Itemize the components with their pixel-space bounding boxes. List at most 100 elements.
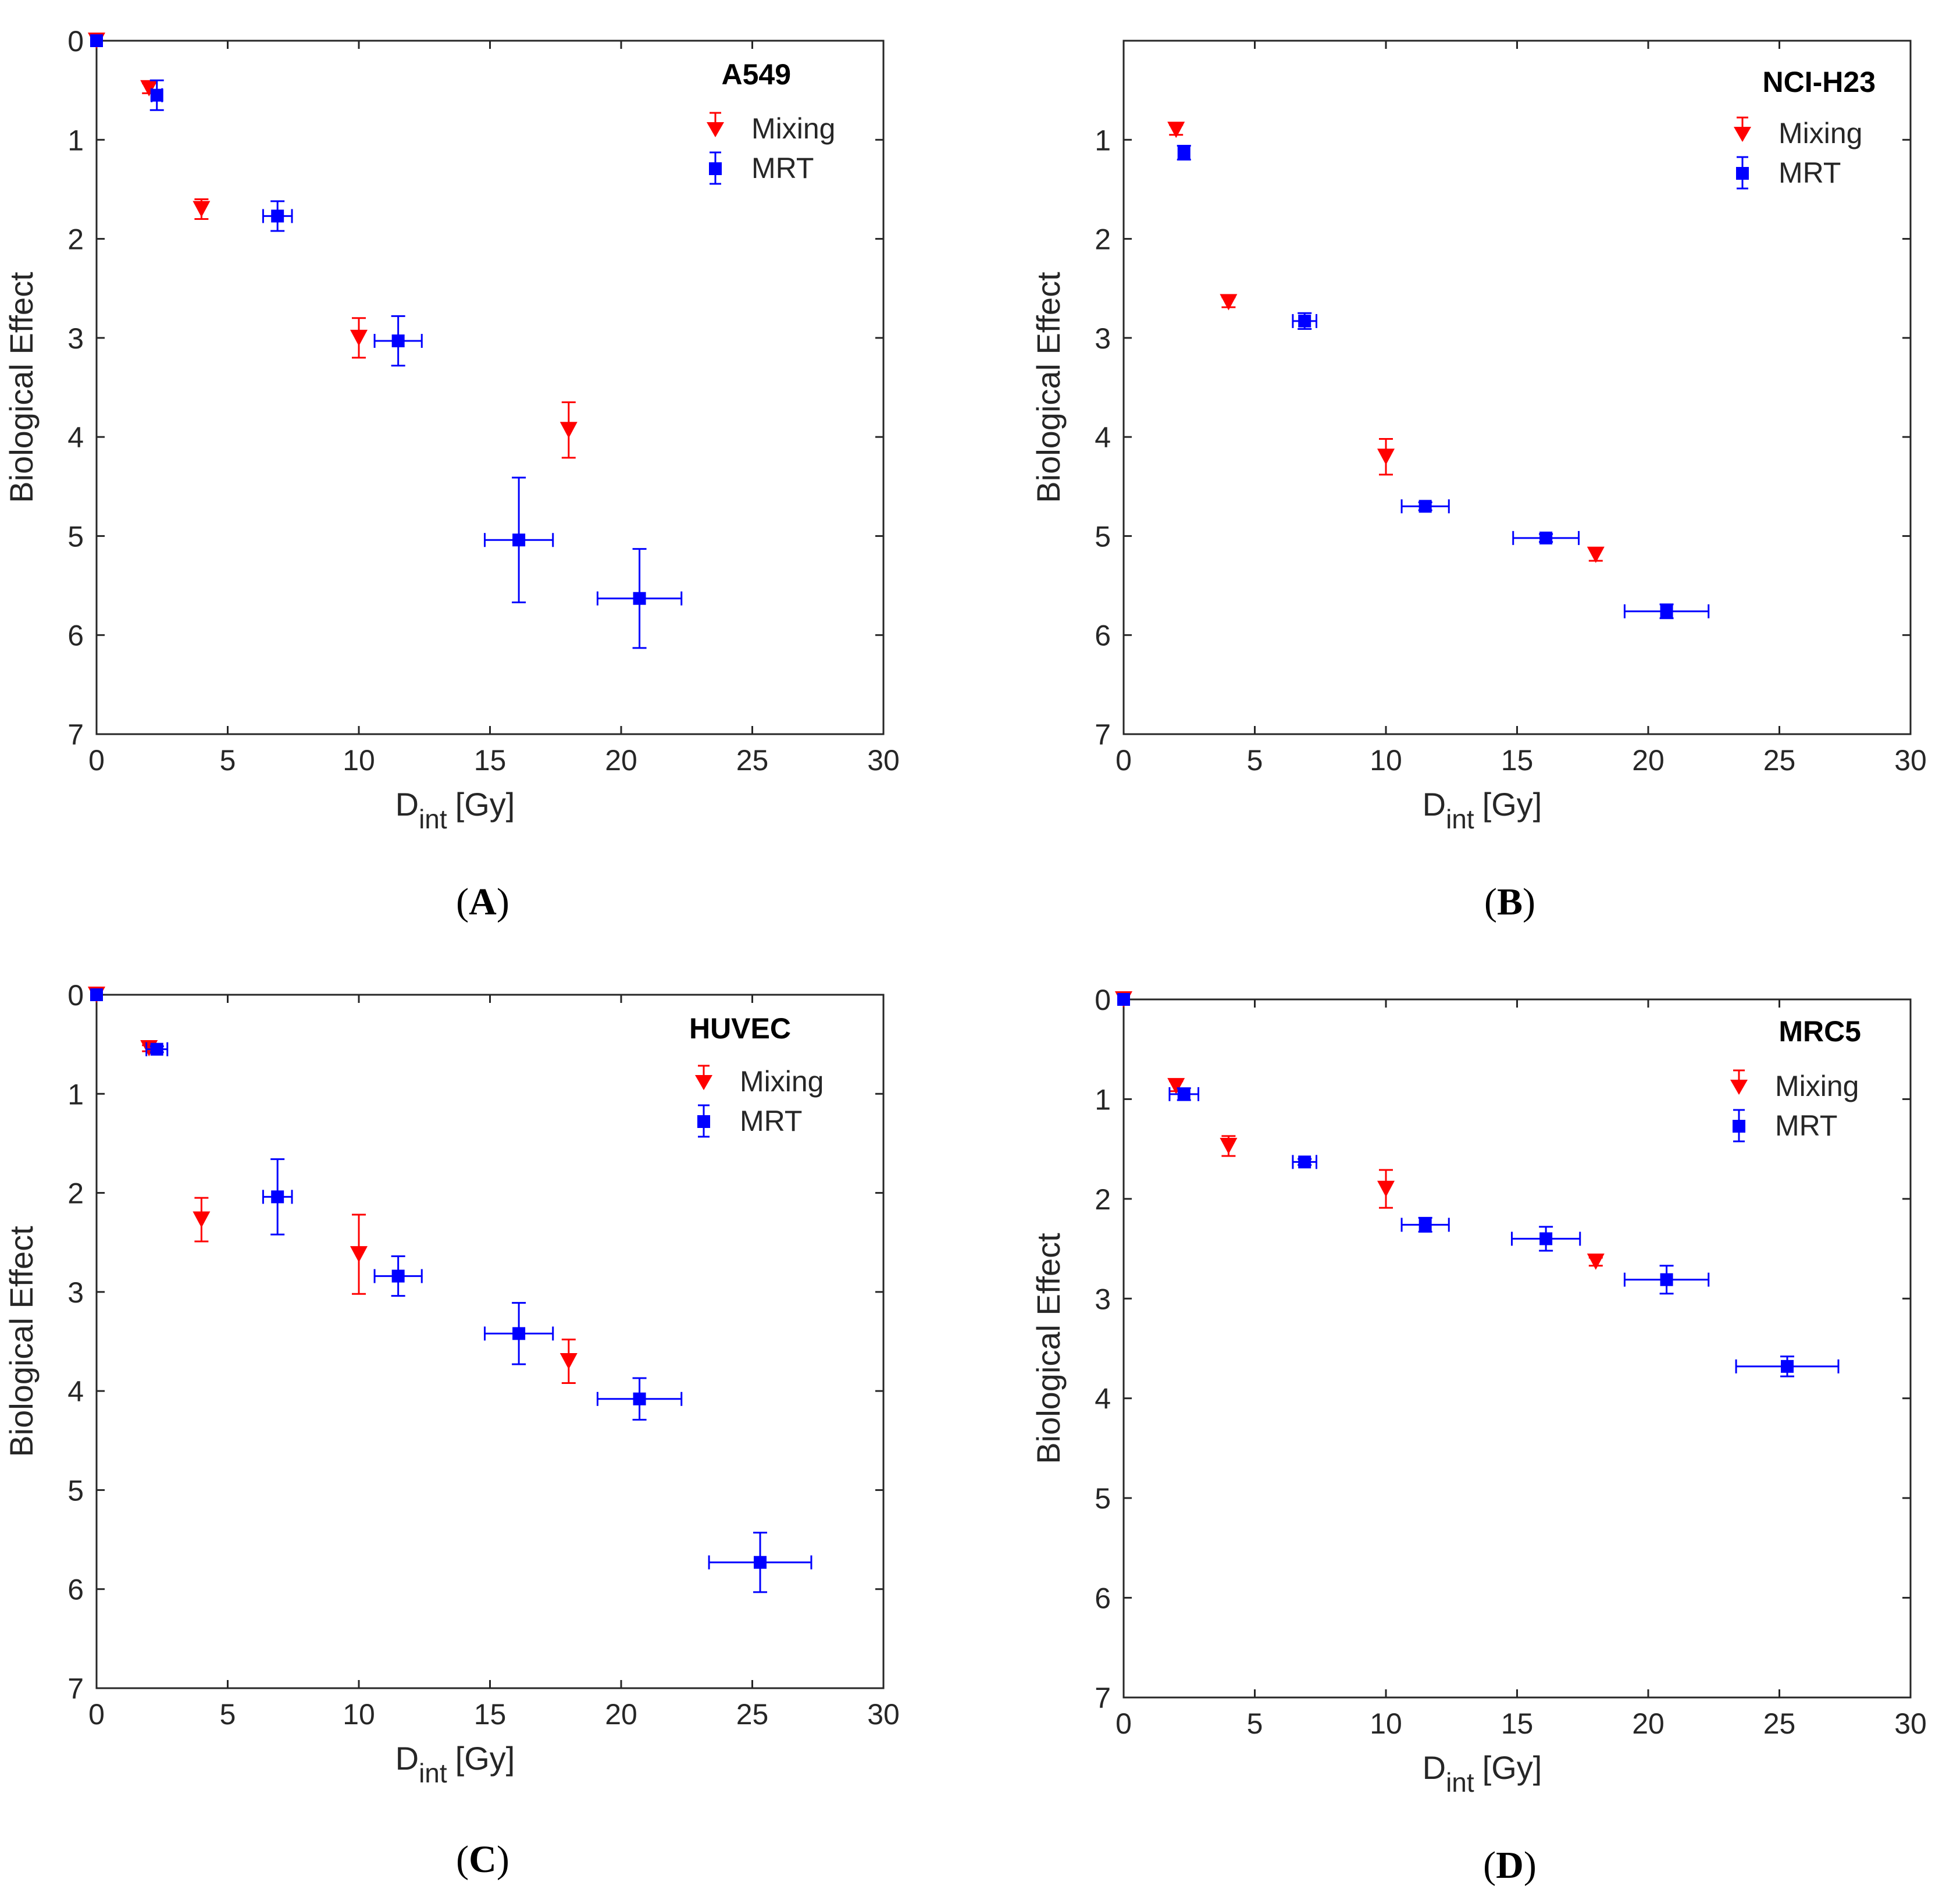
x-tick-label: 20 — [605, 1698, 637, 1731]
legend-mrt-marker — [1736, 167, 1749, 180]
legend-mixing-label: Mixing — [1779, 117, 1862, 150]
x-tick-label: 25 — [1763, 744, 1796, 777]
data-point-mrt — [1539, 531, 1553, 544]
caption-paren-open: ( — [456, 1838, 469, 1881]
data-point-mixing — [1377, 1180, 1395, 1197]
y-tick-label: 3 — [67, 1276, 84, 1309]
x-tick-label: 30 — [1894, 744, 1927, 777]
y-tick-label: 4 — [1095, 421, 1111, 454]
panel-title: A549 — [721, 58, 791, 91]
data-point-mrt — [90, 988, 103, 1001]
data-point-mixing — [350, 329, 368, 346]
x-tick-label: 0 — [88, 744, 105, 777]
y-tick-label: 2 — [1095, 223, 1111, 256]
caption-paren-open: ( — [456, 881, 469, 923]
legend-mrt-marker — [1733, 1120, 1745, 1133]
legend-mixing-marker — [707, 122, 724, 137]
legend-mrt-marker — [697, 1115, 710, 1128]
caption-letter: D — [1496, 1844, 1524, 1887]
data-point-mrt — [1660, 1273, 1673, 1286]
panel-title: MRC5 — [1779, 1015, 1861, 1048]
x-tick-label: 10 — [343, 1698, 375, 1731]
x-tick-label: 5 — [1247, 744, 1263, 777]
legend-mixing-marker — [1730, 1080, 1748, 1095]
y-tick-label: 6 — [67, 620, 84, 652]
data-point-mixing — [1167, 122, 1185, 138]
panel-d: 0 5 10 15 20 25 30 0 1 2 3 4 5 6 7 Dint [Gy] Biological E… — [1030, 984, 1927, 1887]
legend-mixing-label: Mixing — [751, 112, 835, 145]
data-point-mrt — [1298, 1155, 1311, 1169]
y-axis-label: Biological Effect — [1030, 1233, 1067, 1464]
x-tick-label: 20 — [1632, 1707, 1665, 1740]
data-point-mrt — [391, 334, 405, 347]
x-tick-label: 20 — [1632, 744, 1665, 777]
panel-b: 0 5 10 15 20 25 30 1 2 3 4 5 6 7 Dint [Gy] Biological Ef… — [1030, 40, 1927, 923]
data-point-mrt — [754, 1556, 767, 1569]
y-tick-label: 4 — [1095, 1383, 1111, 1415]
data-point-mrt — [271, 209, 284, 223]
data-point-mixing — [1377, 449, 1395, 465]
legend-mrt-label: MRT — [751, 152, 814, 184]
y-tick-label: 1 — [67, 124, 84, 156]
data-point-mixing — [193, 201, 211, 218]
x-axis-label-sub: int — [1446, 804, 1474, 834]
y-tick-label: 2 — [67, 1177, 84, 1210]
caption-letter: A — [469, 881, 497, 923]
x-tick-label: 30 — [867, 1698, 900, 1731]
data-point-mrt — [90, 34, 103, 47]
legend-mrt-label: MRT — [1775, 1109, 1837, 1142]
y-tick-label: 0 — [1095, 984, 1111, 1016]
data-point-mrt — [150, 88, 163, 102]
caption-paren-close: ) — [497, 1838, 509, 1881]
data-point-mixing — [1587, 546, 1605, 563]
caption-paren-close: ) — [497, 881, 509, 923]
plot-frame — [1122, 998, 1912, 1699]
series-mrt — [1117, 993, 1840, 1378]
series-mixing — [1167, 122, 1605, 563]
series-mrt — [1177, 145, 1710, 620]
x-axis-label: Dint [Gy] — [1423, 786, 1542, 834]
x-tick-label: 0 — [88, 1698, 105, 1731]
y-tick-label: 2 — [1095, 1183, 1111, 1216]
x-axis-label-sub: int — [419, 804, 447, 834]
data-point-mixing — [193, 1211, 211, 1228]
y-tick-label: 1 — [1095, 124, 1111, 156]
y-tick-label: 7 — [67, 718, 84, 751]
y-tick-label: 1 — [67, 1078, 84, 1111]
data-point-mrt — [1177, 146, 1191, 159]
legend-mrt-marker — [709, 162, 722, 175]
data-point-mrt — [391, 1269, 405, 1283]
data-point-mrt — [1298, 314, 1311, 328]
x-tick-label: 10 — [1370, 744, 1402, 777]
y-tick-label: 0 — [67, 25, 84, 58]
x-axis-label-sub: int — [1446, 1767, 1474, 1798]
x-axis-label-main: D — [1423, 1749, 1446, 1786]
y-tick-label: 5 — [67, 1474, 84, 1507]
y-tick-label: 7 — [1095, 718, 1111, 751]
x-tick-label: 25 — [1763, 1707, 1796, 1740]
data-point-mixing — [559, 422, 578, 439]
y-tick-label: 0 — [67, 979, 84, 1012]
panel-caption: (C) — [456, 1838, 509, 1881]
y-tick-label: 7 — [67, 1672, 84, 1705]
caption-paren-open: ( — [1483, 1844, 1496, 1887]
x-tick-label: 25 — [736, 744, 769, 777]
y-tick-label: 5 — [1095, 1482, 1111, 1515]
legend-mixing-label: Mixing — [1775, 1070, 1859, 1102]
x-tick-label: 30 — [867, 744, 900, 777]
x-axis-label: Dint [Gy] — [395, 786, 515, 834]
x-tick-label: 10 — [1370, 1707, 1402, 1740]
y-tick-label: 3 — [67, 322, 84, 355]
data-point-mrt — [271, 1190, 284, 1204]
legend-mixing-marker — [695, 1075, 712, 1090]
series-mrt — [90, 988, 812, 1593]
x-tick-label: 0 — [1115, 1707, 1132, 1740]
panel-title: NCI-H23 — [1763, 66, 1876, 98]
y-tick-label: 4 — [67, 421, 84, 454]
data-point-mrt — [1418, 500, 1432, 513]
y-tick-label: 6 — [1095, 620, 1111, 652]
data-point-mrt — [1539, 1232, 1553, 1245]
legend-mrt-label: MRT — [1779, 156, 1841, 189]
